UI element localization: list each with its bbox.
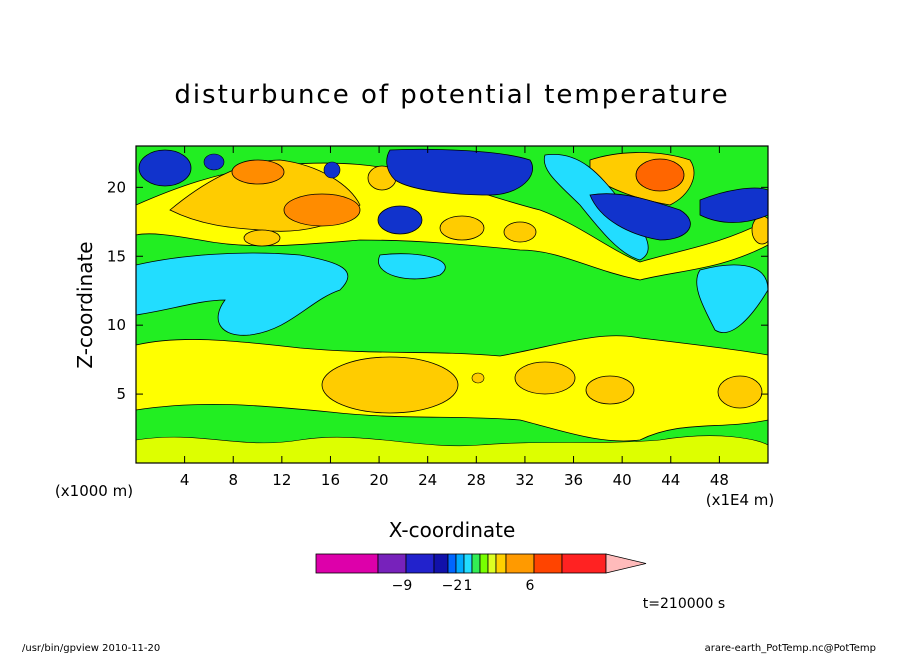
x-tick-label: 32 (515, 471, 534, 489)
warm-blob (585, 375, 635, 405)
y-axis-ticks: 5 10 15 20 (107, 178, 768, 403)
x-tick-label: 40 (613, 471, 632, 489)
x-tick-label: 4 (180, 471, 190, 489)
warm-core (283, 193, 361, 227)
warm-core (635, 158, 685, 192)
bottom-band (136, 435, 768, 463)
colorbar-swatch (495, 553, 507, 574)
colorbar-swatch (561, 553, 607, 574)
y-axis-label: Z-coordinate (73, 241, 97, 368)
plot-frame (135, 145, 769, 464)
footer-left: /usr/bin/gpview 2010-11-20 (22, 643, 160, 654)
cool-band (136, 252, 349, 336)
colorbar-swatch (471, 553, 481, 574)
y-tick-label: 15 (107, 247, 126, 265)
cold-core (138, 149, 192, 187)
time-label: t=210000 s (643, 596, 725, 612)
x-tick-label: 20 (370, 471, 389, 489)
colorbar-tick-label: −2 (442, 578, 463, 594)
x-axis-ticks: 4 8 12 16 20 24 28 32 36 40 44 48 (180, 146, 729, 489)
colorbar-swatch (433, 553, 449, 574)
colorbar-swatch (463, 553, 473, 574)
y-tick-label: 20 (107, 178, 126, 196)
colorbar-swatch (487, 553, 497, 574)
x-unit-label: (x1000 m) (55, 482, 133, 500)
colorbar-ticks: −9 −2 1 6 (392, 578, 535, 594)
warm-blob (321, 356, 459, 414)
colorbar-tick-label: 1 (464, 578, 473, 594)
colorbar-swatch (455, 553, 465, 574)
x-tick-label: 28 (467, 471, 486, 489)
x-tick-label: 16 (321, 471, 340, 489)
plot-area (136, 146, 768, 463)
colorbar-swatch (377, 553, 407, 574)
colorbar-swatch (533, 553, 563, 574)
x-scale-note: (x1E4 m) (706, 491, 775, 509)
colorbar-swatch (479, 553, 489, 574)
warm-blob (717, 375, 763, 409)
colorbar-arrow (605, 553, 647, 574)
x-tick-label: 12 (272, 471, 291, 489)
cold-core (377, 205, 423, 235)
warm-core (231, 159, 285, 185)
x-tick-label: 48 (710, 471, 729, 489)
colorbar-tick-label: 6 (526, 578, 535, 594)
colorbar-swatch (315, 553, 379, 574)
colorbar (315, 553, 647, 574)
warm-blob (514, 361, 576, 395)
x-tick-label: 8 (228, 471, 238, 489)
x-tick-label: 24 (418, 471, 437, 489)
x-tick-label: 36 (564, 471, 583, 489)
y-tick-label: 5 (116, 385, 126, 403)
colorbar-swatch (447, 553, 457, 574)
chart-title: disturbunce of potential temperature (174, 80, 729, 110)
colorbar-tick-label: −9 (392, 578, 413, 594)
cold-core (386, 148, 533, 196)
colorbar-swatch (505, 553, 535, 574)
x-tick-label: 44 (661, 471, 680, 489)
colorbar-swatch (405, 553, 435, 574)
x-axis-label: X-coordinate (389, 518, 516, 542)
footer-right: arare-earth_PotTemp.nc@PotTemp (705, 643, 876, 654)
y-tick-label: 10 (107, 316, 126, 334)
